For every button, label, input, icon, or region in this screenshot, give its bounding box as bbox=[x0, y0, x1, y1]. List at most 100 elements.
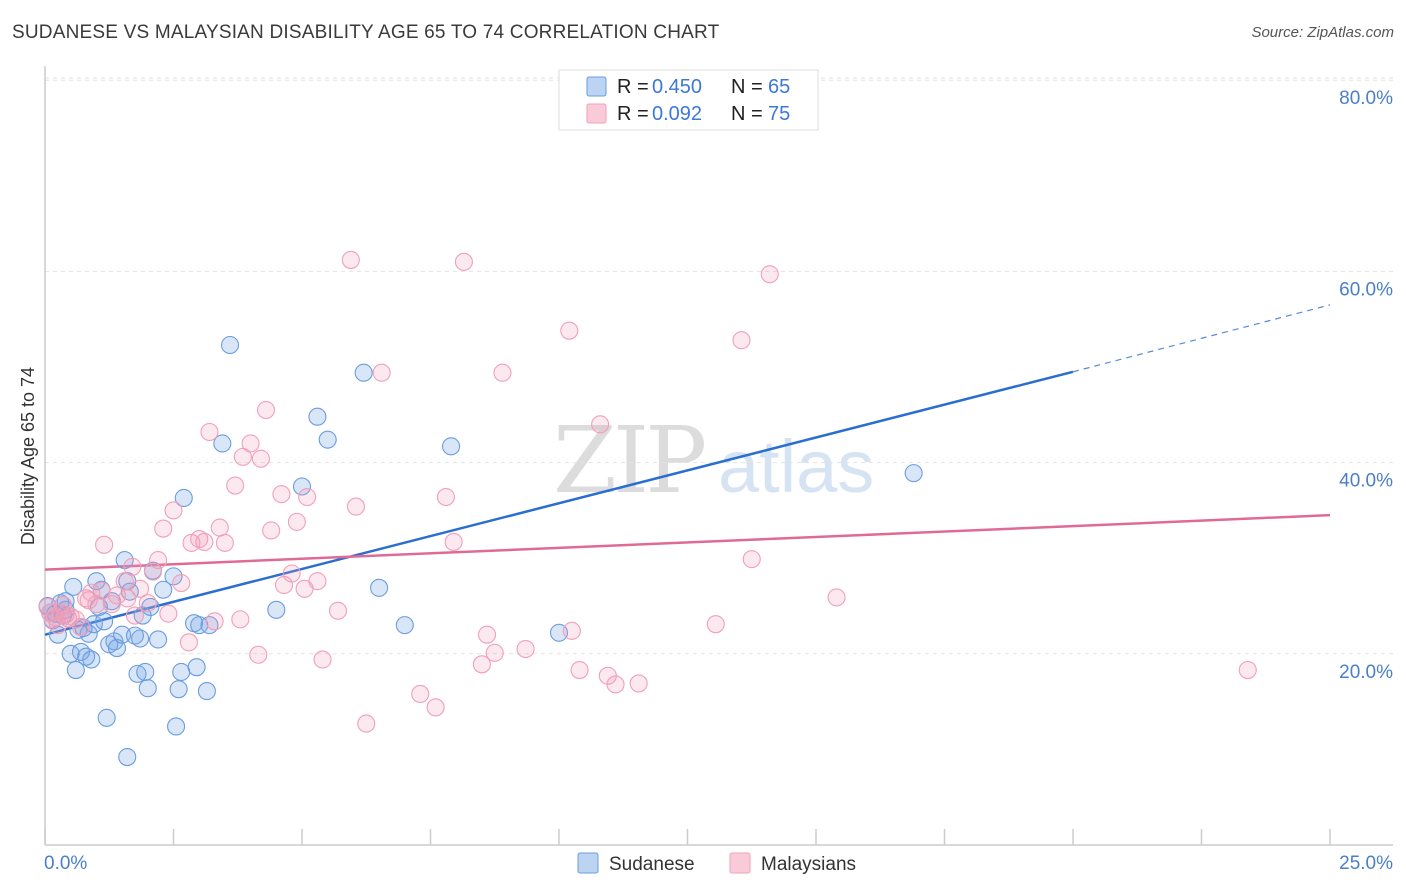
watermark-atlas: atlas bbox=[718, 425, 874, 508]
point-malaysians bbox=[287, 512, 306, 531]
point-malaysians bbox=[107, 586, 127, 605]
point-malaysians bbox=[262, 521, 281, 540]
point-malaysians bbox=[472, 655, 491, 674]
x-tick-labels: 0.0% 25.0% bbox=[44, 853, 1393, 874]
point-sudanese bbox=[292, 477, 312, 496]
bottom-legend-swatch-malaysians bbox=[729, 852, 751, 874]
point-malaysians bbox=[249, 645, 268, 664]
point-sudanese bbox=[318, 430, 337, 449]
legend-n-label-malaysians: N = bbox=[731, 103, 763, 125]
point-sudanese bbox=[354, 363, 373, 382]
point-malaysians bbox=[115, 572, 134, 591]
point-malaysians bbox=[149, 551, 168, 570]
watermark: ZIP atlas bbox=[553, 407, 874, 514]
legend-box: R = 0.450 N = 65 R = 0.092 N = 75 bbox=[558, 69, 819, 131]
bottom-legend-label-sudanese: Sudanese bbox=[609, 854, 695, 875]
y-tick-label: 40.0% bbox=[1339, 471, 1393, 492]
point-sudanese bbox=[118, 747, 137, 767]
point-malaysians bbox=[516, 639, 535, 659]
axes bbox=[44, 66, 1393, 846]
point-malaysians bbox=[272, 485, 291, 504]
trend-line-sudanese bbox=[44, 370, 1074, 636]
point-malaysians bbox=[570, 661, 589, 680]
point-malaysians bbox=[215, 533, 234, 552]
y-tick-labels: 20.0% 40.0% 60.0% 80.0% bbox=[1339, 88, 1393, 683]
point-sudanese bbox=[187, 658, 206, 677]
chart-title: SUDANESE VS MALAYSIAN DISABILITY AGE 65 … bbox=[12, 22, 720, 43]
y-tick-label: 80.0% bbox=[1339, 88, 1393, 109]
point-sudanese bbox=[79, 624, 98, 643]
point-sudanese bbox=[267, 600, 286, 619]
point-malaysians bbox=[179, 633, 198, 652]
point-malaysians bbox=[1238, 661, 1257, 680]
point-malaysians bbox=[195, 532, 214, 551]
legend-swatch-malaysians bbox=[586, 103, 607, 124]
point-malaysians bbox=[138, 594, 157, 613]
point-malaysians bbox=[190, 530, 209, 549]
point-malaysians bbox=[562, 621, 581, 640]
point-malaysians bbox=[298, 487, 317, 507]
point-malaysians bbox=[341, 250, 360, 269]
point-malaysians bbox=[591, 415, 610, 434]
point-sudanese bbox=[95, 612, 114, 631]
point-sudanese bbox=[442, 437, 461, 456]
point-malaysians bbox=[71, 617, 91, 637]
point-malaysians bbox=[454, 252, 473, 271]
point-malaysians bbox=[328, 601, 348, 620]
point-malaysians bbox=[143, 562, 162, 581]
point-malaysians bbox=[154, 519, 173, 538]
y-axis-label: Disability Age 65 to 74 bbox=[18, 367, 38, 545]
watermark-zip: ZIP bbox=[553, 407, 704, 514]
legend-r-value-malaysians: 0.092 bbox=[652, 103, 702, 125]
point-malaysians bbox=[411, 684, 430, 704]
point-sudanese bbox=[87, 572, 106, 591]
point-malaysians bbox=[95, 535, 114, 554]
bottom-legend-label-malaysians: Malaysians bbox=[761, 854, 856, 875]
point-malaysians bbox=[123, 557, 142, 576]
legend-n-value-malaysians: 75 bbox=[768, 103, 790, 125]
point-malaysians bbox=[706, 615, 725, 634]
point-malaysians bbox=[172, 574, 191, 593]
trend-line-sudanese-extension bbox=[1072, 304, 1331, 373]
point-malaysians bbox=[118, 589, 137, 608]
point-malaysians bbox=[346, 497, 366, 516]
point-malaysians bbox=[87, 595, 106, 614]
trend-line-malaysians bbox=[44, 513, 1331, 571]
point-sudanese bbox=[172, 662, 191, 682]
point-sudanese bbox=[71, 642, 91, 661]
point-malaysians bbox=[477, 625, 497, 644]
point-sudanese bbox=[107, 639, 127, 658]
point-malaysians bbox=[827, 588, 846, 607]
point-sudanese bbox=[136, 662, 155, 682]
trend-lines bbox=[44, 304, 1331, 636]
x-tick-label: 25.0% bbox=[1339, 853, 1393, 874]
point-sudanese bbox=[370, 578, 389, 597]
point-sudanese bbox=[125, 626, 144, 645]
point-sudanese bbox=[174, 488, 193, 508]
point-malaysians bbox=[159, 604, 178, 623]
point-malaysians bbox=[760, 265, 779, 284]
point-sudanese bbox=[154, 580, 173, 599]
point-sudanese bbox=[97, 708, 116, 727]
point-sudanese bbox=[190, 616, 209, 635]
point-malaysians bbox=[200, 422, 219, 442]
point-sudanese bbox=[308, 407, 327, 426]
bottom-legend: Sudanese Malaysians bbox=[577, 852, 856, 875]
bottom-legend-swatch-sudanese bbox=[577, 852, 599, 874]
legend-r-label-sudanese: R = bbox=[617, 76, 649, 98]
point-malaysians bbox=[444, 532, 463, 551]
point-sudanese bbox=[395, 616, 414, 635]
legend-r-value-sudanese: 0.450 bbox=[652, 76, 702, 98]
point-malaysians bbox=[205, 612, 224, 631]
point-sudanese bbox=[77, 647, 96, 666]
point-malaysians bbox=[436, 487, 455, 507]
point-sudanese bbox=[128, 664, 147, 683]
point-sudanese bbox=[113, 625, 132, 644]
point-malaysians bbox=[59, 609, 78, 628]
point-malaysians bbox=[742, 550, 761, 569]
point-malaysians bbox=[251, 449, 270, 468]
point-malaysians bbox=[606, 675, 625, 694]
point-malaysians bbox=[125, 606, 144, 625]
point-malaysians bbox=[226, 476, 245, 495]
